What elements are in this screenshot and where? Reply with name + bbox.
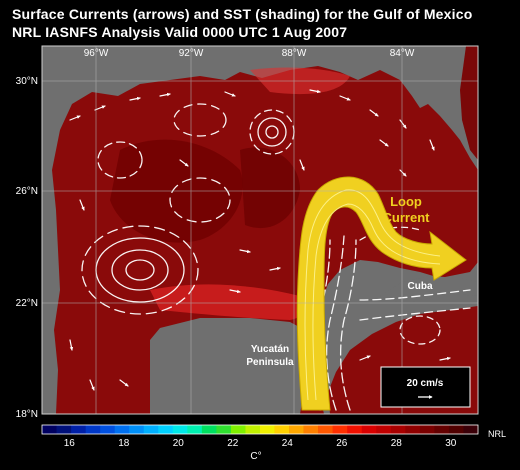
- colorbar-swatch: [143, 425, 159, 434]
- colorbar-tick-label: 20: [173, 438, 185, 449]
- colorbar-swatch: [390, 425, 406, 434]
- colorbar-tick-label: 16: [64, 438, 76, 449]
- lat-label-22n: 22°N: [16, 298, 38, 309]
- colorbar-swatch: [85, 425, 101, 434]
- colorbar-swatch: [172, 425, 188, 434]
- colorbar-swatch: [42, 425, 57, 434]
- title-line-2: NRL IASNFS Analysis Valid 0000 UTC 1 Aug…: [12, 24, 348, 40]
- colorbar-swatch: [405, 425, 421, 434]
- cuba-label: Cuba: [408, 281, 433, 292]
- colorbar-swatch: [318, 425, 333, 434]
- colorbar-swatch: [463, 425, 479, 434]
- colorbar-swatch: [274, 425, 290, 434]
- colorbar-tick-label: 28: [391, 438, 403, 449]
- loop-current-streaks: [304, 189, 441, 401]
- lat-label-18n: 18°N: [16, 409, 38, 420]
- colorbar-swatch: [361, 425, 377, 434]
- yucatan-land: [150, 318, 308, 414]
- colorbar-tick-label: 22: [227, 438, 239, 449]
- colorbar-swatch: [419, 425, 435, 434]
- colorbar-swatch: [100, 425, 115, 434]
- graticule: [42, 46, 478, 414]
- yucatan-label-line2: Peninsula: [246, 357, 294, 368]
- lon-label-92w: 92°W: [179, 48, 204, 59]
- lon-label-96w: 96°W: [84, 48, 109, 59]
- atlantic-ocean: [460, 46, 478, 160]
- colorbar-swatch: [434, 425, 450, 434]
- colorbar-swatch: [260, 425, 275, 434]
- colorbar-swatch: [158, 425, 174, 434]
- colorbar-swatch: [216, 425, 232, 434]
- colorbar-swatch: [303, 425, 319, 434]
- colorbar-frame: [41, 424, 479, 435]
- colorbar-tick-label: 24: [282, 438, 294, 449]
- lat-label-26n: 26°N: [16, 186, 38, 197]
- loop-current-label-line2: Current: [383, 210, 431, 225]
- colorbar-tick-label: 26: [336, 438, 348, 449]
- credit-label: NRL: [488, 429, 506, 439]
- colorbar-swatch: [114, 425, 130, 434]
- colorbar-tick-label: 18: [118, 438, 130, 449]
- lon-label-88w: 88°W: [282, 48, 307, 59]
- sst-colorbar: 16 18 20 22 24 26 28 30: [41, 424, 479, 449]
- loop-current-arrow: [296, 176, 467, 411]
- colorbar-swatch: [187, 425, 203, 434]
- current-arrow-field: [69, 89, 451, 391]
- scale-label: 20 cm/s: [407, 378, 444, 389]
- lat-label-30n: 30°N: [16, 76, 38, 87]
- colorbar-swatch: [332, 425, 348, 434]
- colorbar-swatch: [376, 425, 392, 434]
- colorbar-swatch: [129, 425, 145, 434]
- lon-label-84w: 84°W: [390, 48, 415, 59]
- colorbar-swatch: [56, 425, 72, 434]
- loop-current-label-line1: Loop: [390, 194, 422, 209]
- warm-shading-central: [240, 147, 300, 229]
- colorbar-swatch: [347, 425, 363, 434]
- colorbar-swatch: [230, 425, 246, 434]
- colorbar-tick-label: 30: [445, 438, 457, 449]
- scale-box: 20 cm/s: [380, 366, 471, 408]
- colorbar-swatch: [201, 425, 217, 434]
- colorbar-swatch: [289, 425, 304, 434]
- colorbar-swatch: [71, 425, 86, 434]
- colorbar-swatch: [245, 425, 261, 434]
- colorbar-swatch: [448, 425, 464, 434]
- colorbar-unit: C°: [250, 451, 261, 462]
- yucatan-label-line1: Yucatán: [251, 344, 289, 355]
- title-line-1: Surface Currents (arrows) and SST (shadi…: [12, 6, 473, 22]
- map-frame: [41, 45, 479, 415]
